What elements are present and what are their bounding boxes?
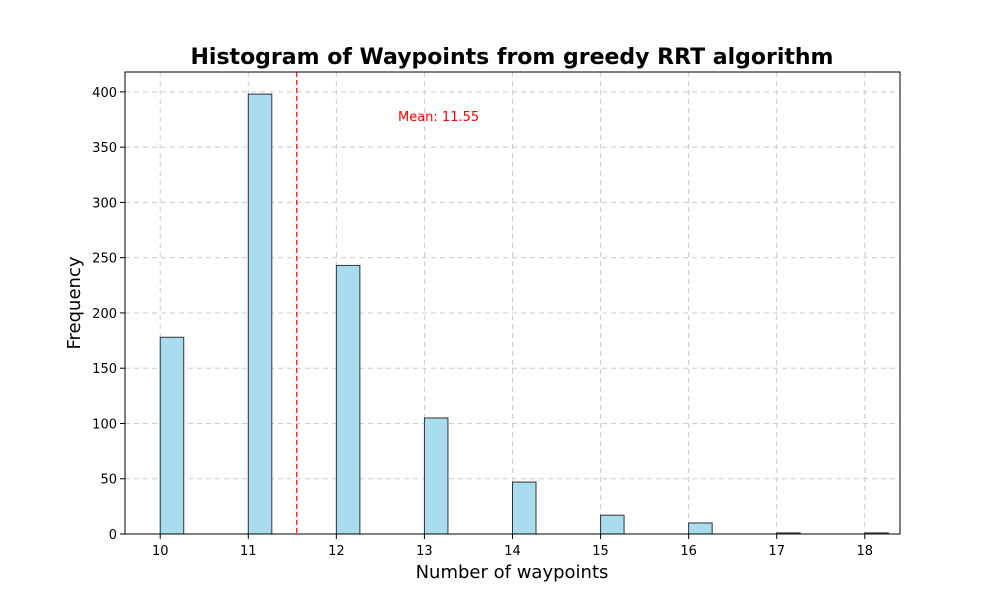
y-tick-label: 250 bbox=[92, 252, 117, 267]
y-tick-label: 150 bbox=[92, 362, 117, 377]
chart-title: Histogram of Waypoints from greedy RRT a… bbox=[191, 45, 834, 70]
y-tick-label: 350 bbox=[92, 141, 117, 156]
x-tick-label: 18 bbox=[856, 544, 873, 559]
x-tick-label: 17 bbox=[768, 544, 785, 559]
x-axis-ticks: 10 11 12 13 14 15 16 17 18 bbox=[152, 534, 873, 559]
y-tick-label: 100 bbox=[92, 417, 117, 432]
plot-frame bbox=[124, 71, 901, 535]
x-axis-label: Number of waypoints bbox=[416, 562, 609, 583]
x-tick-label: 14 bbox=[504, 544, 521, 559]
y-tick-label: 400 bbox=[92, 86, 117, 101]
histogram-bar bbox=[159, 336, 185, 535]
x-tick-label: 12 bbox=[328, 544, 345, 559]
histogram-bar bbox=[600, 514, 625, 535]
histogram-bar bbox=[247, 93, 273, 535]
x-tick-label: 16 bbox=[680, 544, 697, 559]
histogram-bar bbox=[512, 481, 537, 535]
mean-marker: Mean: 11.55 bbox=[296, 72, 479, 534]
y-axis-ticks: 0 50 100 150 200 250 300 350 400 bbox=[92, 86, 125, 543]
x-tick-label: 15 bbox=[592, 544, 609, 559]
histogram-bar bbox=[423, 417, 449, 535]
x-tick-label: 11 bbox=[240, 544, 257, 559]
histogram-bar bbox=[335, 264, 361, 535]
y-axis-label: Frequency bbox=[64, 256, 85, 349]
mean-annotation: Mean: 11.55 bbox=[398, 110, 479, 125]
histogram-bar bbox=[688, 522, 713, 535]
y-tick-label: 200 bbox=[92, 307, 117, 322]
bars bbox=[159, 93, 889, 535]
y-tick-label: 300 bbox=[92, 196, 117, 211]
x-tick-label: 13 bbox=[416, 544, 433, 559]
y-tick-label: 0 bbox=[109, 528, 117, 543]
y-tick-label: 50 bbox=[100, 473, 117, 488]
x-tick-label: 10 bbox=[152, 544, 169, 559]
grid-lines bbox=[125, 72, 900, 535]
